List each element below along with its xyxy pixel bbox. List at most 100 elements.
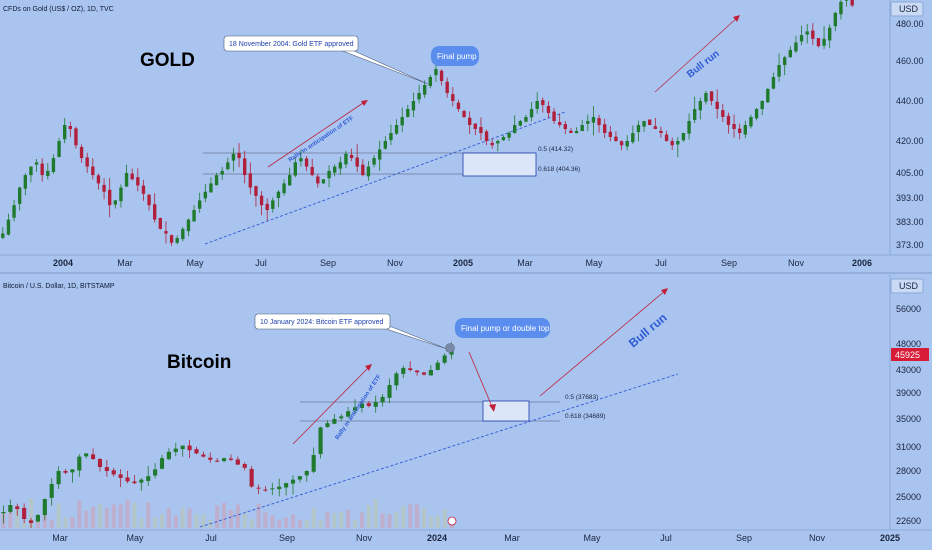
gold-target-box[interactable] [462, 152, 537, 177]
gold-candle-body [636, 125, 641, 133]
gold-candle-body [282, 183, 286, 194]
btc-candles [1, 342, 454, 528]
gold-candle-body [333, 166, 337, 173]
gold-candle-body [771, 77, 776, 89]
btc-candle-body [215, 460, 220, 462]
gold-final-pump-pill[interactable] [431, 46, 479, 66]
gold-y-tick: 373.00 [896, 240, 924, 250]
btc-volume-bar [104, 507, 109, 528]
gold-candle-body [102, 184, 106, 192]
gold-candle-body [535, 101, 539, 109]
btc-candle-body [201, 454, 206, 457]
btc-candle-body [70, 469, 75, 473]
btc-x-tick: 2024 [427, 533, 447, 543]
btc-candle-body [277, 486, 282, 490]
btc-volume-bar [346, 509, 351, 528]
gold-candle-body [721, 110, 725, 117]
gold-candle-body [822, 38, 826, 46]
gold-candle-body [248, 173, 252, 188]
btc-candle-body [339, 416, 344, 419]
gold-candle-body [192, 210, 196, 222]
gold-candle-body [608, 131, 612, 137]
btc-candle-body [104, 467, 109, 471]
btc-candle-body [1, 512, 6, 514]
btc-candle-body [332, 419, 337, 424]
btc-candle-body [249, 468, 254, 487]
gold-rally-arrowhead [361, 100, 368, 106]
btc-volume-bar [290, 514, 296, 528]
btc-target-box[interactable] [482, 400, 530, 422]
gold-candle-body [738, 128, 742, 133]
gold-candle-body [541, 100, 545, 105]
btc-candle-body [304, 471, 309, 476]
btc-down-arrow [468, 351, 494, 410]
btc-volume-bar [132, 502, 137, 528]
btc-candle-body [366, 403, 371, 406]
gold-candle-body [619, 141, 624, 146]
btc-y-tick: 28000 [896, 466, 921, 476]
btc-candle-body [228, 458, 234, 460]
gold-candle-body [40, 163, 44, 176]
btc-volume-bar [442, 508, 447, 528]
btc-volume-bar [311, 507, 316, 528]
btc-volume-bar [435, 515, 440, 528]
gold-candle-body [51, 158, 56, 173]
btc-x-tick: Jul [205, 533, 217, 543]
gold-candle-body [456, 102, 461, 109]
btc-candle-body [270, 488, 275, 490]
gold-candle-body [181, 228, 185, 240]
btc-final-pump-pill[interactable] [455, 318, 550, 338]
gold-currency-box[interactable] [890, 1, 924, 17]
gold-candle-body [569, 130, 573, 133]
gold-candle-body [338, 162, 342, 169]
gold-candle-body [833, 12, 837, 27]
gold-candle-body [130, 173, 134, 180]
gold-candle-body [147, 194, 151, 206]
gold-candle-body [85, 157, 89, 167]
gold-candle-body [220, 170, 224, 175]
gold-candle-body [175, 238, 179, 243]
gold-candle-body [198, 200, 202, 209]
btc-etf-callout[interactable] [254, 313, 391, 330]
btc-event-icon[interactable] [447, 516, 457, 526]
btc-x-tick: Mar [504, 533, 520, 543]
gold-rally-arrow [267, 100, 367, 168]
btc-candle-body [49, 484, 54, 498]
gold-candle-body [625, 141, 629, 147]
btc-volume-bar [15, 508, 20, 528]
btc-fib-label-05: 0.5 (37683) [565, 394, 598, 401]
gold-candle-body [237, 153, 241, 159]
gold-candle-body [186, 219, 191, 232]
btc-candle-body [194, 449, 199, 454]
btc-candle-body [325, 423, 330, 428]
gold-candle-body [299, 158, 303, 162]
btc-x-tick: Mar [52, 533, 68, 543]
gold-etf-callout[interactable] [223, 35, 359, 52]
btc-down-arrowhead [489, 404, 496, 412]
btc-volume-bar [22, 521, 27, 528]
btc-currency-box[interactable] [890, 278, 924, 294]
btc-candle-body [380, 396, 385, 403]
btc-x-tick: May [583, 533, 601, 543]
gold-candle-body [23, 175, 27, 189]
gold-candle-body [158, 218, 162, 229]
btc-candle-body [435, 362, 440, 370]
btc-y-tick: 43000 [896, 365, 921, 375]
btc-volume-bar [325, 512, 330, 528]
btc-volume-bar [256, 504, 261, 528]
btc-candle-body [290, 479, 296, 484]
btc-candle-body [256, 487, 261, 489]
btc-candle-body [221, 458, 227, 462]
btc-candle-body [359, 403, 364, 408]
btc-volume-bar [91, 506, 96, 528]
gold-candle-body [259, 195, 264, 206]
btc-rally-arrow [292, 365, 371, 445]
gold-candle-body [586, 121, 590, 124]
gold-candle-body [310, 166, 314, 176]
btc-volume-bar [63, 516, 68, 528]
btc-candle-body [8, 505, 13, 512]
btc-candle-body [166, 451, 171, 460]
btc-rally-arrowhead [365, 364, 372, 371]
btc-x-ticks: Mar May Jul Sep Nov 2024 Mar May Jul Sep Nov 2025 [52, 533, 900, 543]
